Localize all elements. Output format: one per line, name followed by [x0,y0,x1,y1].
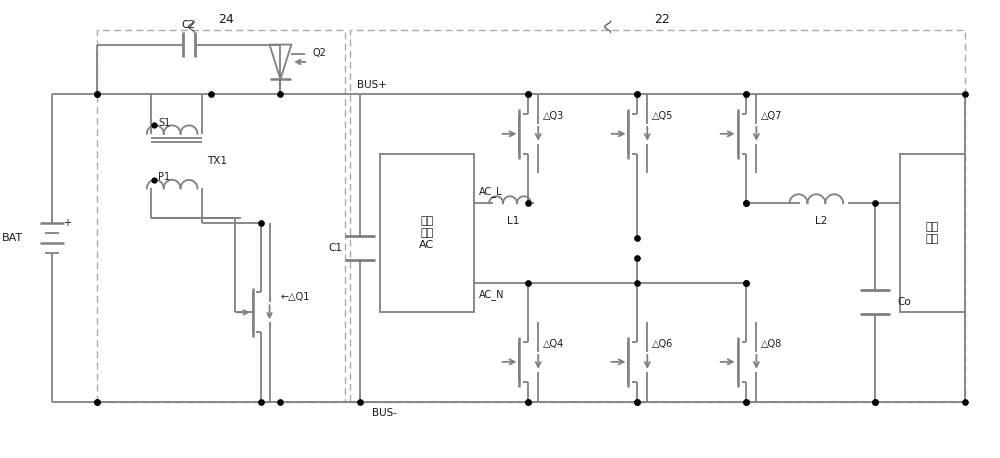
Text: P1: P1 [158,173,171,182]
Bar [350,30,965,402]
Text: BUS-: BUS- [372,409,397,419]
Bar [97,30,345,402]
Text: △Q5: △Q5 [652,111,674,121]
Text: BUS+: BUS+ [357,80,387,90]
Text: TX1: TX1 [207,156,227,166]
Bar [380,153,474,312]
Text: AC_N: AC_N [479,289,504,300]
Text: Q2: Q2 [312,48,326,58]
Text: BAT: BAT [2,233,23,243]
Text: 输出
负载: 输出 负载 [926,222,939,244]
Text: Co: Co [897,297,911,307]
Text: 交流
电源
AC: 交流 电源 AC [419,216,434,250]
Text: L2: L2 [815,216,827,226]
Text: C1: C1 [328,243,342,253]
Text: △Q7: △Q7 [761,111,783,121]
Text: ←△Q1: ←△Q1 [280,292,310,302]
Text: 24: 24 [218,13,234,26]
Bar [900,153,965,312]
Text: S1: S1 [158,118,171,128]
Text: C2: C2 [182,20,196,30]
Text: △Q4: △Q4 [543,339,564,349]
Text: △Q3: △Q3 [543,111,564,121]
Text: 22: 22 [654,13,670,26]
Text: +: + [63,218,71,228]
Text: AC_L: AC_L [479,186,502,197]
Text: △Q6: △Q6 [652,339,674,349]
Text: L1: L1 [507,216,520,226]
Text: △Q8: △Q8 [761,339,783,349]
